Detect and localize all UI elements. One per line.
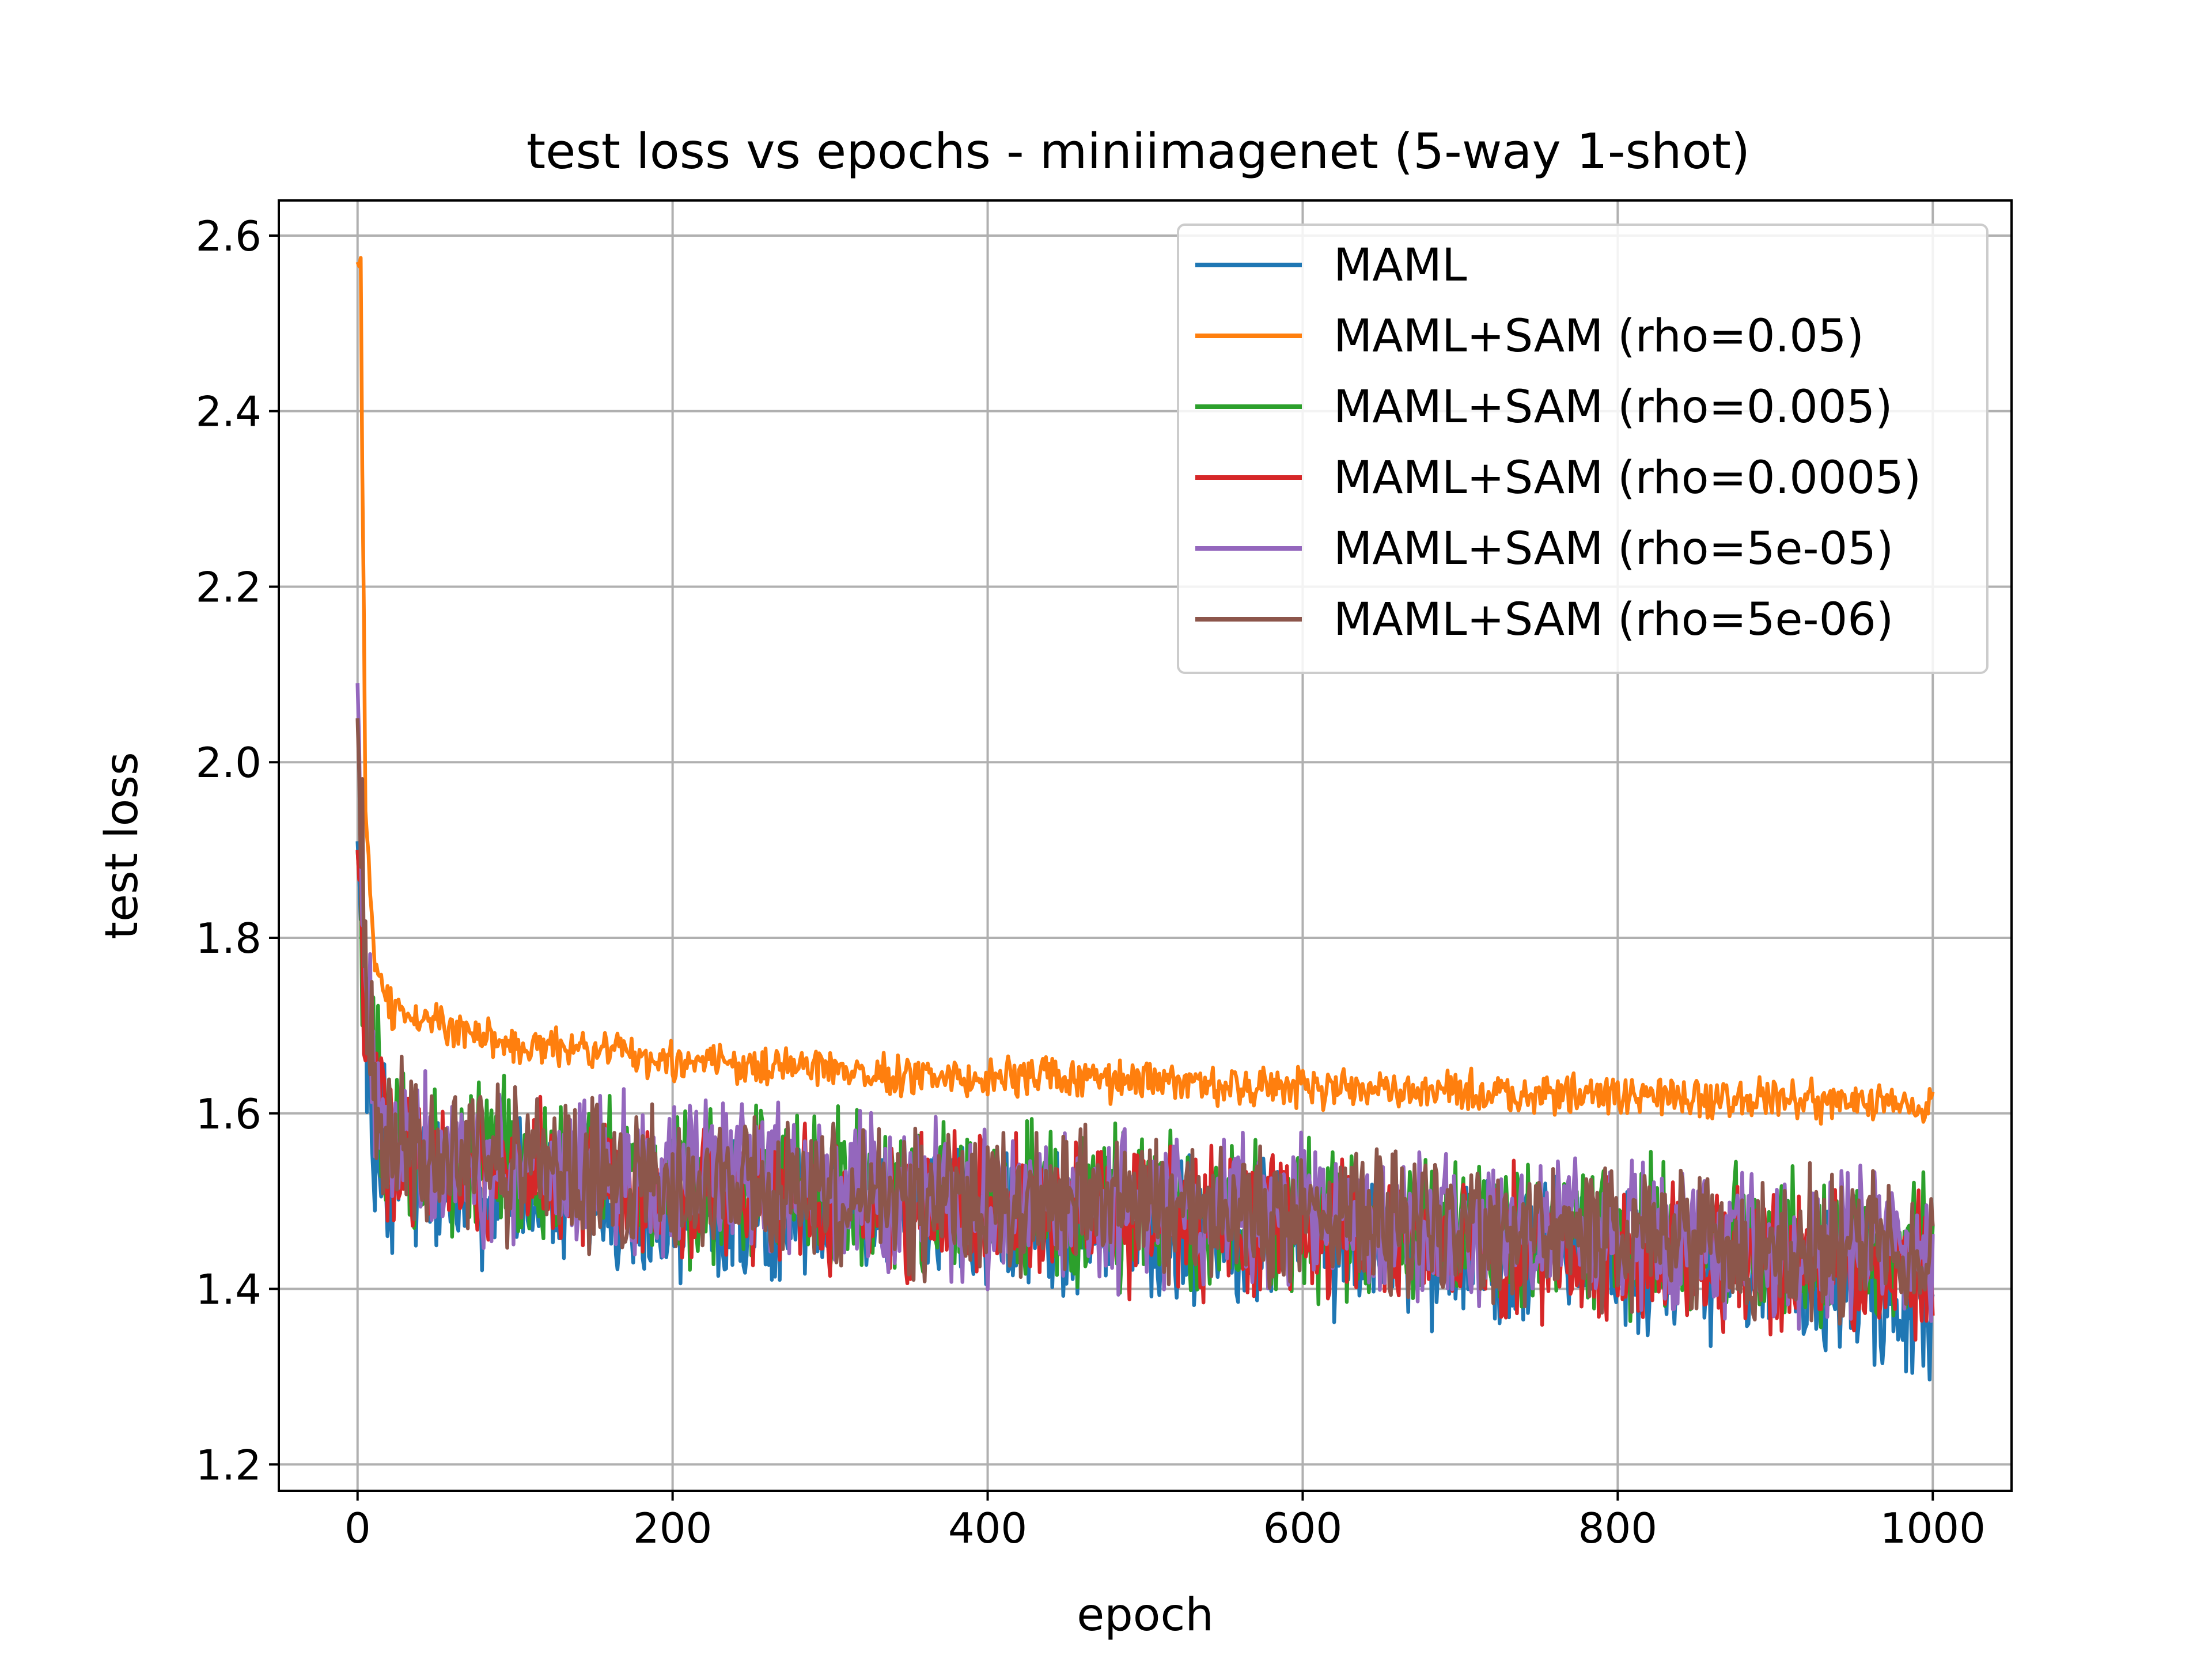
y-tick-label: 1.2 [195,1441,262,1489]
y-axis-label: test loss [96,752,148,939]
y-tick-label: 2.6 [195,212,262,260]
plot-lines [355,256,1935,1382]
x-tick-label: 800 [1578,1504,1657,1552]
x-tick-label: 0 [344,1504,371,1552]
x-tick-label: 400 [948,1504,1027,1552]
y-tick-label: 2.4 [195,388,262,436]
legend: MAML MAML+SAM (rho=0.05) MAML+SAM (rho=0.0… [1177,224,1988,674]
legend-label: MAML+SAM (rho=0.05) [1334,310,1864,362]
x-axis-label: epoch [1077,1589,1214,1641]
legend-label: MAML+SAM (rho=5e-06) [1334,594,1893,646]
y-tick-label: 1.8 [195,914,262,963]
legend-box [1177,224,1988,674]
y-tick-label: 1.6 [195,1090,262,1138]
series-line-maml-sam-rho-0-05 [355,256,1935,1126]
series-line-maml-sam-rho-5e-06 [355,718,1935,1326]
y-tick-label: 1.4 [195,1266,262,1314]
x-tick-label: 600 [1263,1504,1342,1552]
plot-frame [278,199,2013,1492]
y-tick-label: 2.0 [195,738,262,787]
grid [279,200,2012,1491]
x-tick-label: 200 [633,1504,712,1552]
axis-ticks: 0 200 400 600 800 1000 1.2 1.4 1.6 1.8 2.0 2.2 2.4 2.… [195,212,1985,1552]
legend-label: MAML+SAM (rho=0.0005) [1334,452,1921,504]
x-tick-label: 1000 [1880,1504,1986,1552]
legend-label: MAML+SAM (rho=0.005) [1334,381,1893,433]
y-tick-label: 2.2 [195,563,262,611]
legend-label: MAML+SAM (rho=5e-05) [1334,523,1893,575]
legend-label: MAML [1334,240,1467,291]
chart-title: test loss vs epochs - miniimagenet (5-wa… [527,123,1750,180]
